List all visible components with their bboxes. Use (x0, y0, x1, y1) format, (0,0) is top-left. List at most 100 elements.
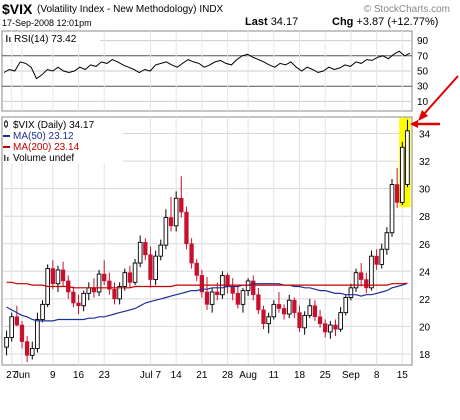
candle (395, 167, 400, 208)
candle (4, 330, 9, 356)
rsi-tick-label: 30 (417, 82, 429, 93)
candle-body (307, 305, 313, 316)
price-tick-labels: 34 32 30 28 26 24 22 20 18 (419, 130, 431, 361)
candle-body (369, 255, 374, 289)
candle (297, 305, 302, 332)
candle-body (122, 272, 128, 287)
candle (333, 319, 338, 337)
candle (71, 286, 76, 308)
candle (127, 265, 133, 288)
candle-body (395, 184, 400, 203)
candle (286, 294, 292, 319)
candle (399, 141, 405, 206)
quote-date: 17-Sep-2008 12:01pm (2, 18, 92, 28)
rsi-tick-label: 70 (417, 51, 429, 62)
candle (384, 227, 390, 255)
candle-body (271, 303, 277, 318)
candle (369, 250, 374, 291)
candle-body (4, 336, 9, 348)
x-axis-label: Jun (14, 370, 30, 381)
legend-bg (3, 118, 123, 164)
candle-body (209, 291, 215, 305)
candle-body (102, 273, 107, 282)
candle (256, 287, 261, 315)
candle (348, 283, 354, 301)
candle (137, 235, 143, 268)
candle (81, 290, 86, 312)
candle (225, 272, 230, 294)
candle-body (353, 272, 359, 289)
candle (251, 275, 256, 301)
candle-body (81, 292, 86, 307)
x-axis-label: Jul 7 (140, 370, 162, 381)
candle-body (117, 286, 122, 300)
candle (40, 300, 45, 323)
candle (173, 191, 179, 232)
price-frame (1, 116, 413, 366)
candle (122, 268, 128, 291)
candle (189, 238, 194, 269)
legend-volume-icon-b (7, 157, 9, 161)
candle-body (359, 272, 364, 280)
price-tick-label: 22 (419, 295, 431, 306)
candle (312, 300, 318, 321)
rsi-line-group (3, 50, 411, 80)
rsi-tick-label: 50 (417, 67, 429, 78)
candle (102, 260, 107, 286)
x-axis-label: 21 (196, 370, 208, 381)
candle-body (148, 254, 153, 280)
candle (364, 272, 369, 294)
candle (240, 287, 246, 313)
candle-body (50, 268, 55, 285)
legend-volume-icon-a (4, 155, 6, 161)
ma-lines-group (6, 281, 408, 322)
rsi-tick-label: 10 (417, 97, 429, 108)
x-axis-label: Aug (239, 370, 257, 381)
candle (168, 196, 174, 232)
arrow-horizontal-head (410, 120, 418, 128)
candle (153, 250, 158, 286)
candle (148, 246, 153, 288)
legend-vix: $VIX (Daily) 34.17 (13, 120, 95, 131)
candle-body (168, 217, 174, 227)
rsi-legend-bar-b (9, 37, 11, 42)
candle (230, 278, 235, 301)
ma50-line (6, 282, 408, 322)
arrow-diagonal (418, 75, 459, 121)
candle-body (91, 287, 97, 293)
rsi-legend: RSI(14) 73.42 (4, 32, 100, 45)
candle (107, 272, 112, 295)
candle-body (230, 286, 235, 294)
x-axis-label: 18 (294, 370, 306, 381)
candle (184, 206, 189, 250)
price-change: Chg +3.87 (+12.77%) (332, 16, 438, 28)
ma200-line (6, 281, 408, 289)
rsi-legend-icon (6, 35, 11, 42)
candle-body (266, 316, 271, 325)
candle (317, 309, 323, 328)
price-tick-label: 24 (419, 267, 431, 278)
candle (60, 261, 66, 287)
candle-body (137, 241, 143, 264)
candle (19, 320, 25, 349)
exchange-code: INDX (199, 4, 224, 15)
candle-body (240, 290, 246, 305)
candle-body (333, 324, 338, 330)
x-axis-label: Sep (342, 370, 360, 381)
rsi-legend-bar-a (6, 35, 8, 42)
x-axis-label: 15 (397, 370, 409, 381)
candle-body (24, 341, 30, 356)
candle (163, 209, 169, 250)
candle-body (343, 297, 349, 314)
candle-body (9, 316, 15, 338)
price-tick-label: 18 (419, 350, 431, 361)
candle (307, 298, 313, 319)
candle-body (245, 280, 251, 292)
ticker-symbol: $VIX (2, 1, 33, 17)
candle-body (55, 269, 61, 285)
candle-body (143, 242, 148, 256)
candle-body (184, 211, 189, 245)
candle (179, 176, 184, 218)
